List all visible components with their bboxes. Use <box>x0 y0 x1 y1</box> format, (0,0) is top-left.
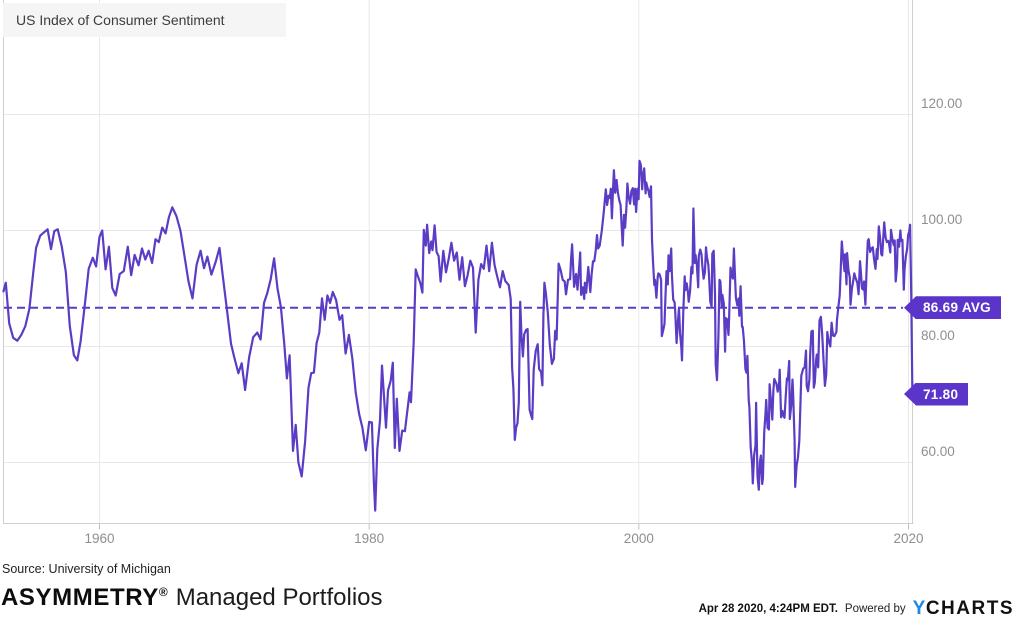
x-axis-label: 1960 <box>84 531 115 546</box>
powered-by-label: Powered by <box>844 603 906 615</box>
average-value-badge: 86.69 AVG <box>904 296 1001 320</box>
last-value-badge: 71.80 <box>904 382 969 406</box>
x-axis-label: 1980 <box>354 531 385 546</box>
chart-title: US Index of Consumer Sentiment <box>3 3 286 37</box>
y-axis-label: 60.00 <box>921 443 955 459</box>
chart-plot-area <box>2 0 914 530</box>
footer: Apr 28 2020, 4:24PM EDT. Powered by YCHA… <box>699 598 1014 620</box>
y-axis-label: 120.00 <box>921 95 963 111</box>
registered-mark: ® <box>158 585 168 599</box>
branding: ASYMMETRY® Managed Portfolios <box>1 584 383 612</box>
x-axis-label: 2020 <box>893 531 924 546</box>
timestamp: Apr 28 2020, 4:24PM EDT. <box>698 603 838 615</box>
x-axis-label: 2000 <box>623 531 654 546</box>
sentiment-line <box>2 159 914 512</box>
source-note: Source: University of Michigan <box>2 562 171 576</box>
ycharts-logo: YCHARTS <box>913 598 1014 620</box>
y-axis-label: 100.00 <box>921 211 963 227</box>
brand-suffix: Managed Portfolios <box>175 584 383 611</box>
ycharts-logo-rest: CHARTS <box>925 598 1014 619</box>
ycharts-logo-y: Y <box>912 598 927 619</box>
brand-name: ASYMMETRY <box>1 584 159 611</box>
y-axis-label: 80.00 <box>921 327 955 343</box>
